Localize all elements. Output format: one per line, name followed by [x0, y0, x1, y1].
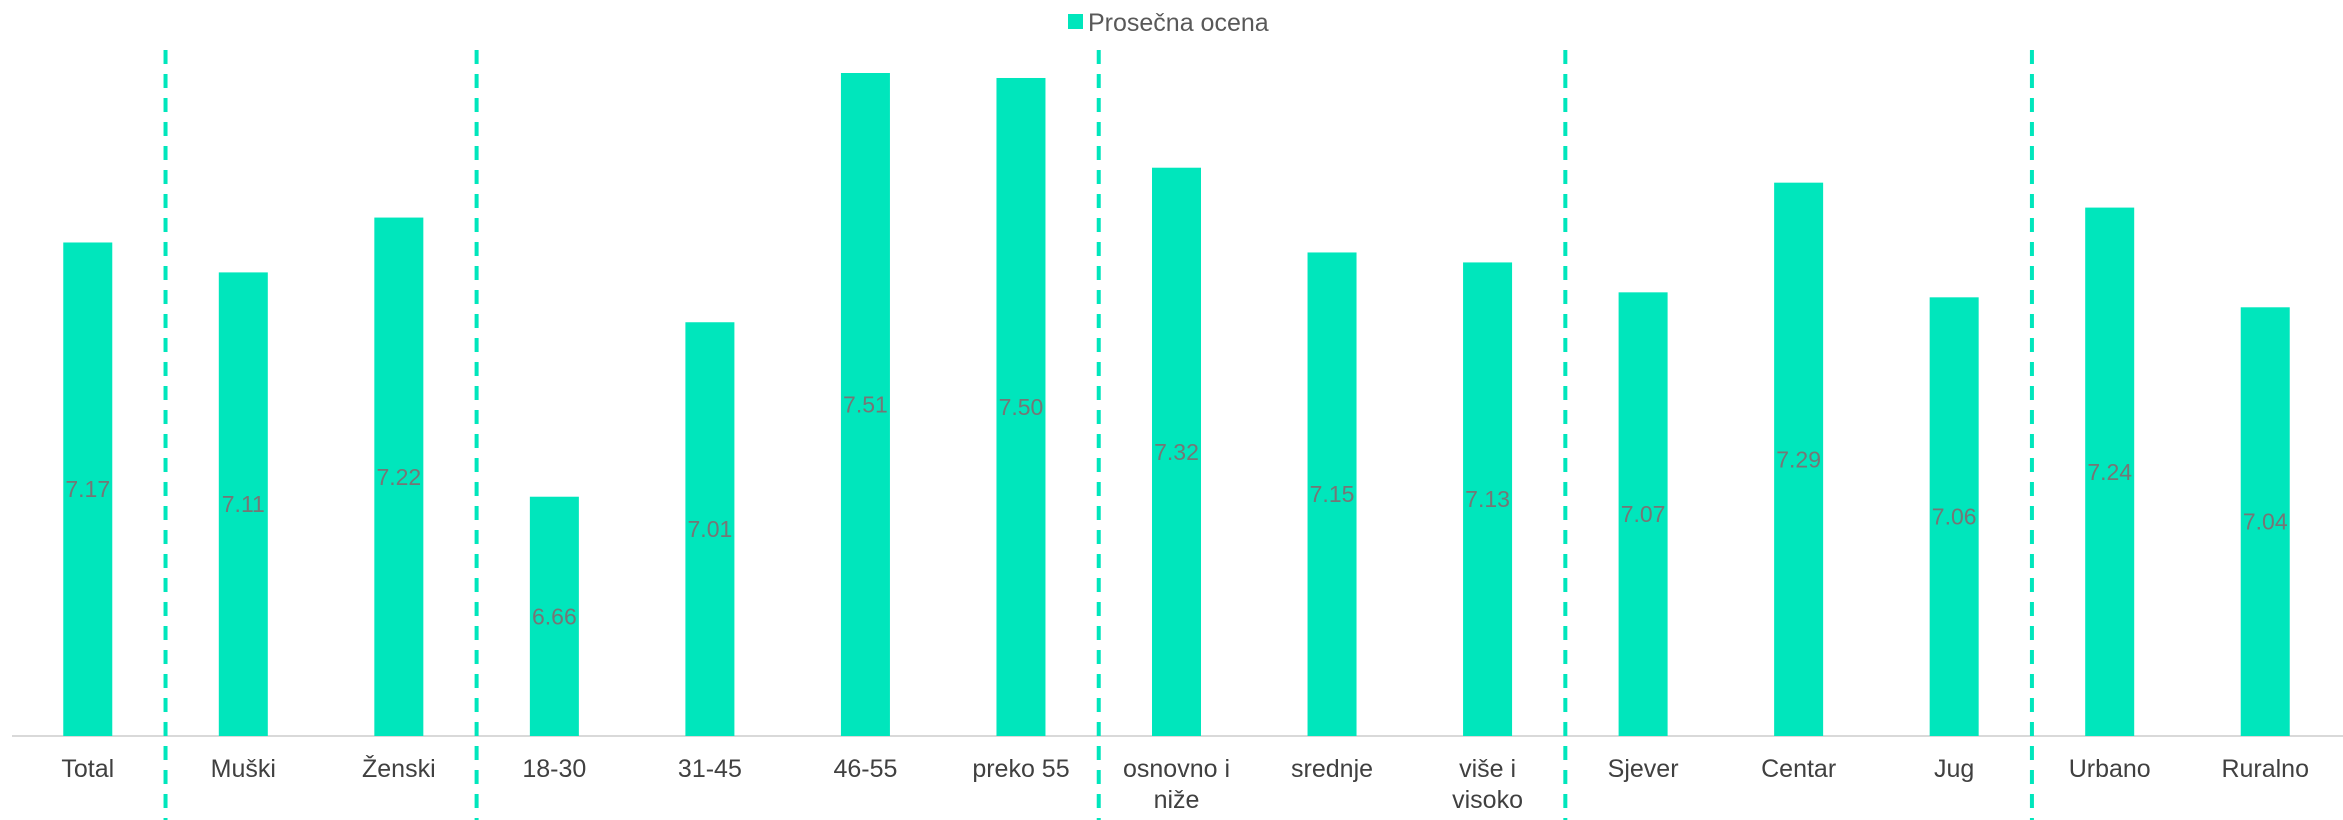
bar-10: [1618, 292, 1668, 736]
bar-6: [996, 77, 1046, 736]
x-tick-13: Urbano: [2069, 755, 2151, 783]
data-label-8: 7.15: [1310, 481, 1355, 507]
bar-8: [1307, 252, 1357, 736]
data-label-1: 7.11: [222, 491, 265, 517]
x-tick-14: Ruralno: [2221, 755, 2309, 783]
data-label-7: 7.32: [1154, 439, 1199, 465]
group-separators: [163, 50, 2034, 820]
x-tick-2: Ženski: [362, 754, 436, 783]
bars: [63, 73, 2290, 737]
data-label-4: 7.01: [688, 516, 733, 542]
x-tick-labels: Total Muški Ženski 18-30 31-45 46-55 preko 55 o…: [61, 754, 2309, 814]
x-tick-7: osnovno i niže: [1123, 755, 1230, 814]
bar-0: [63, 242, 113, 737]
data-label-2: 7.22: [376, 464, 421, 490]
data-label-14: 7.04: [2243, 509, 2288, 535]
x-tick-0: Total: [61, 755, 114, 783]
data-label-13: 7.24: [2087, 459, 2132, 485]
data-label-9: 7.13: [1465, 486, 1510, 512]
bar-12: [1929, 297, 1979, 736]
legend: Prosečna ocena: [1068, 9, 1269, 37]
data-label-0: 7.17: [65, 476, 110, 502]
bar-14: [2240, 307, 2290, 736]
bar-4: [685, 322, 735, 736]
x-tick-12: Jug: [1934, 755, 1974, 783]
x-tick-6: preko 55: [972, 755, 1069, 783]
x-tick-8: srednje: [1291, 755, 1373, 783]
bar-1: [218, 272, 268, 736]
x-tick-11: Centar: [1761, 755, 1836, 783]
data-label-3: 6.66: [532, 603, 577, 629]
x-tick-9: više i visoko: [1452, 755, 1523, 814]
x-tick-4: 31-45: [678, 755, 742, 783]
legend-label: Prosečna ocena: [1088, 9, 1269, 37]
x-tick-10: Sjever: [1608, 755, 1679, 783]
bar-2: [374, 217, 424, 736]
bar-13: [2085, 207, 2135, 736]
bar-11: [1774, 182, 1824, 736]
bar-7: [1152, 167, 1201, 736]
data-label-6: 7.50: [999, 394, 1044, 420]
legend-swatch: [1068, 14, 1083, 29]
data-label-5: 7.51: [843, 392, 888, 418]
data-label-10: 7.07: [1621, 501, 1666, 527]
data-labels: 7.17 7.11 7.22 6.66 7.01 7.51 7.50 7.32 7.15 7.13…: [65, 392, 2287, 630]
x-tick-3: 18-30: [522, 755, 586, 783]
x-tick-1: Muški: [211, 755, 276, 783]
data-label-11: 7.29: [1776, 446, 1821, 472]
bar-9: [1463, 262, 1513, 736]
data-label-12: 7.06: [1932, 504, 1977, 530]
bar-3: [529, 496, 579, 736]
bar-5: [840, 73, 890, 736]
x-tick-5: 46-55: [833, 755, 897, 783]
